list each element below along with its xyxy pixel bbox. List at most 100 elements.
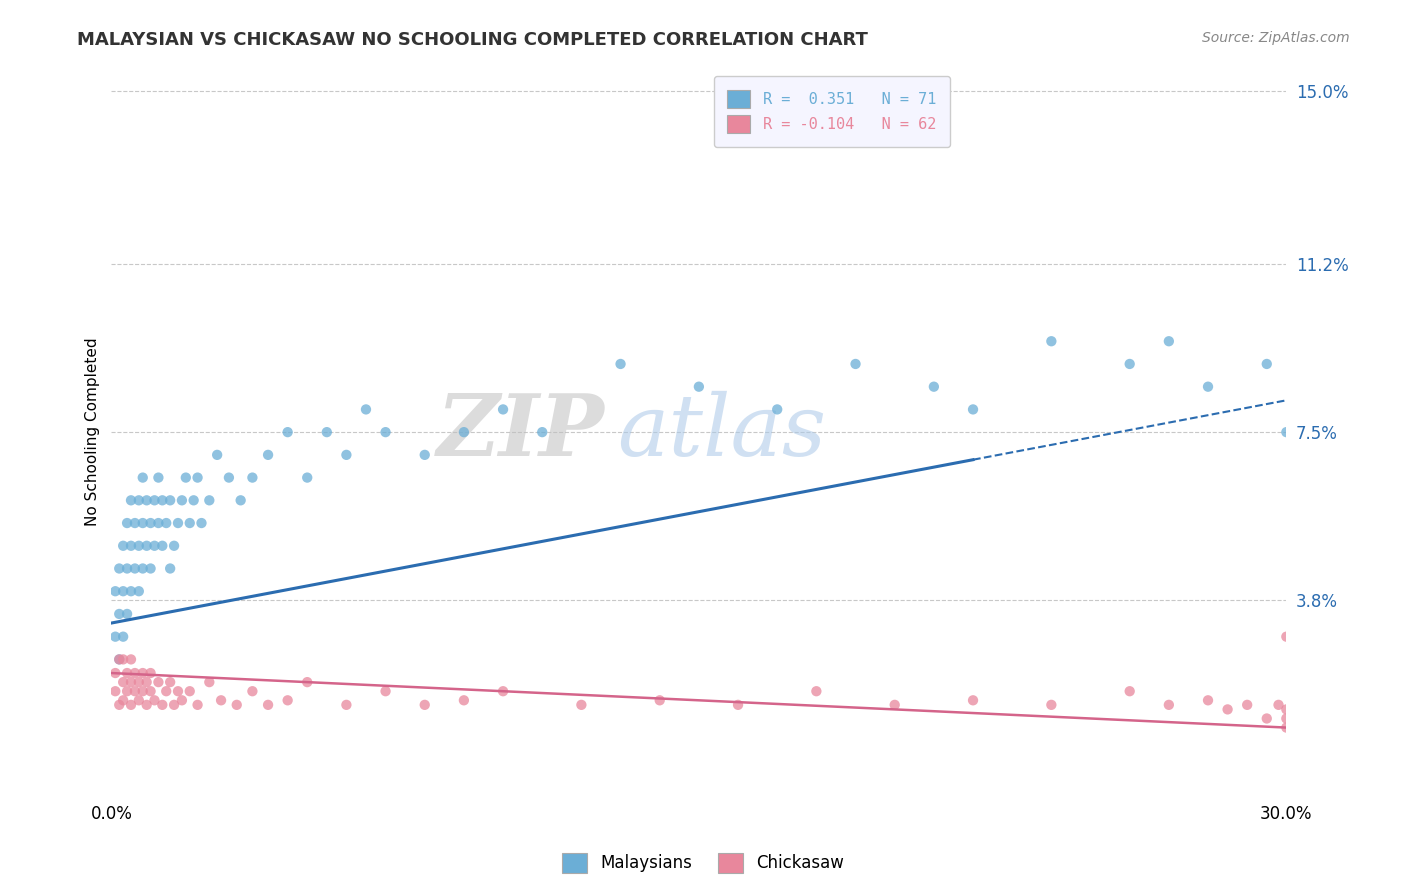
- Point: [120, 584, 142, 599]
- Point: [124, 684, 146, 698]
- Point: [962, 402, 984, 417]
- Point: [179, 684, 201, 698]
- Point: [335, 698, 357, 712]
- Point: [159, 561, 181, 575]
- Y-axis label: No Schooling Completed: No Schooling Completed: [86, 338, 100, 526]
- Point: [135, 675, 157, 690]
- Point: [150, 698, 173, 712]
- Point: [1267, 698, 1289, 712]
- Point: [198, 493, 221, 508]
- Point: [374, 425, 396, 439]
- Point: [844, 357, 866, 371]
- Point: [150, 493, 173, 508]
- Point: [1256, 357, 1278, 371]
- Point: [492, 402, 515, 417]
- Point: [453, 693, 475, 707]
- Point: [132, 516, 155, 530]
- Point: [120, 698, 142, 712]
- Point: [143, 693, 166, 707]
- Point: [120, 675, 142, 690]
- Point: [218, 470, 240, 484]
- Point: [155, 684, 177, 698]
- Point: [242, 684, 264, 698]
- Point: [135, 539, 157, 553]
- Point: [205, 448, 228, 462]
- Point: [413, 448, 436, 462]
- Text: Source: ZipAtlas.com: Source: ZipAtlas.com: [1202, 31, 1350, 45]
- Point: [115, 684, 138, 698]
- Point: [1236, 698, 1258, 712]
- Point: [492, 684, 515, 698]
- Point: [453, 425, 475, 439]
- Point: [242, 470, 264, 484]
- Point: [128, 493, 150, 508]
- Point: [159, 675, 181, 690]
- Point: [148, 516, 170, 530]
- Point: [132, 561, 155, 575]
- Point: [104, 684, 127, 698]
- Point: [128, 584, 150, 599]
- Point: [139, 684, 162, 698]
- Point: [108, 652, 131, 666]
- Point: [115, 607, 138, 621]
- Point: [1275, 711, 1298, 725]
- Point: [187, 698, 209, 712]
- Point: [124, 666, 146, 681]
- Point: [648, 693, 671, 707]
- Point: [1256, 711, 1278, 725]
- Point: [571, 698, 593, 712]
- Legend: Malaysians, Chickasaw: Malaysians, Chickasaw: [555, 847, 851, 880]
- Point: [174, 470, 197, 484]
- Point: [229, 493, 252, 508]
- Point: [1275, 630, 1298, 644]
- Point: [335, 448, 357, 462]
- Point: [277, 693, 299, 707]
- Point: [170, 493, 193, 508]
- Point: [128, 539, 150, 553]
- Point: [108, 652, 131, 666]
- Point: [124, 516, 146, 530]
- Point: [155, 516, 177, 530]
- Point: [1275, 425, 1298, 439]
- Point: [132, 666, 155, 681]
- Legend: R =  0.351   N = 71, R = -0.104   N = 62: R = 0.351 N = 71, R = -0.104 N = 62: [714, 76, 949, 146]
- Point: [806, 684, 828, 698]
- Point: [1197, 380, 1219, 394]
- Point: [209, 693, 232, 707]
- Point: [143, 539, 166, 553]
- Point: [132, 684, 155, 698]
- Point: [104, 630, 127, 644]
- Point: [104, 584, 127, 599]
- Point: [108, 698, 131, 712]
- Point: [297, 470, 319, 484]
- Point: [139, 516, 162, 530]
- Point: [170, 693, 193, 707]
- Point: [135, 698, 157, 712]
- Point: [104, 666, 127, 681]
- Point: [179, 516, 201, 530]
- Point: [148, 675, 170, 690]
- Point: [183, 493, 205, 508]
- Point: [766, 402, 789, 417]
- Point: [120, 539, 142, 553]
- Point: [112, 693, 135, 707]
- Point: [1157, 334, 1180, 349]
- Point: [112, 652, 135, 666]
- Point: [187, 470, 209, 484]
- Point: [167, 516, 190, 530]
- Point: [115, 666, 138, 681]
- Point: [148, 470, 170, 484]
- Point: [128, 693, 150, 707]
- Point: [225, 698, 247, 712]
- Point: [120, 493, 142, 508]
- Point: [883, 698, 905, 712]
- Point: [198, 675, 221, 690]
- Point: [143, 493, 166, 508]
- Point: [112, 630, 135, 644]
- Point: [120, 652, 142, 666]
- Point: [115, 561, 138, 575]
- Point: [124, 561, 146, 575]
- Point: [112, 675, 135, 690]
- Point: [112, 539, 135, 553]
- Point: [1118, 357, 1140, 371]
